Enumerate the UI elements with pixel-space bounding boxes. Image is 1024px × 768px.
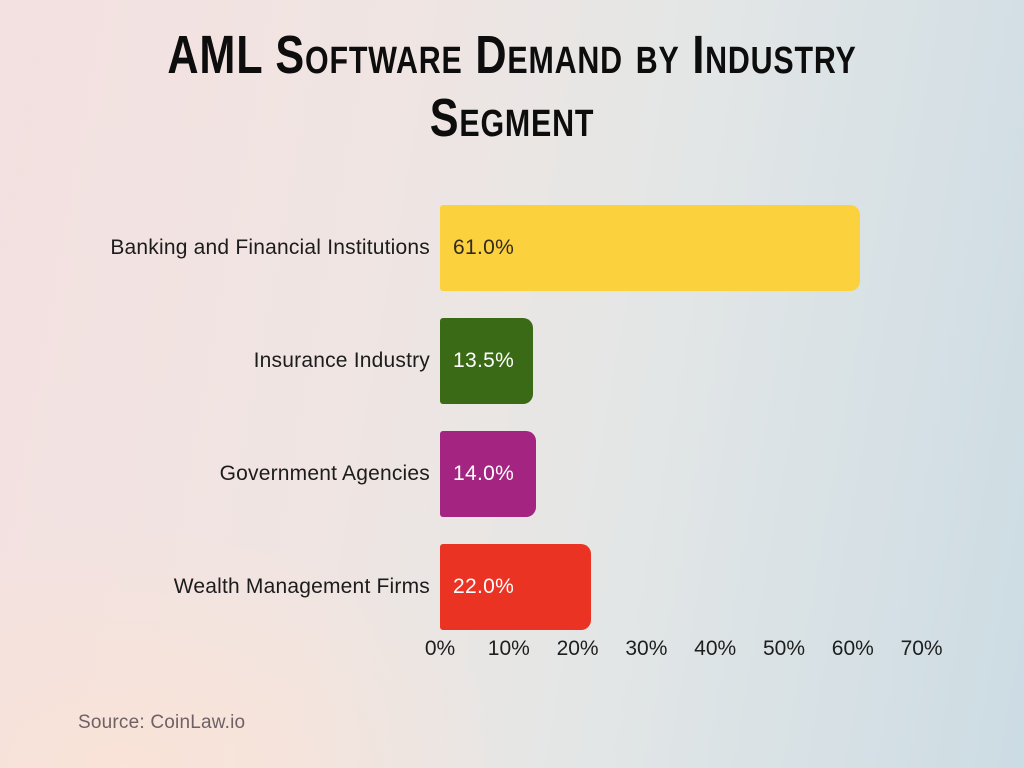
x-axis-tick-70: 70% xyxy=(900,637,943,660)
bar-wealth-management-firms: 22.0% xyxy=(440,544,592,630)
chart-row-insurance: Insurance Industry 13.5% xyxy=(0,318,1024,404)
x-axis-tick-60: 60% xyxy=(831,637,874,660)
x-axis-tick-20: 20% xyxy=(556,637,599,660)
plot-area: Banking and Financial Institutions 61.0%… xyxy=(0,205,1024,657)
bar-value-label-government: 14.0% xyxy=(453,462,515,485)
category-label-wealth: Wealth Management Firms xyxy=(173,575,430,598)
x-axis-tick-30: 30% xyxy=(625,637,668,660)
bar-banking-and-financial-institutions: 61.0% xyxy=(440,205,860,291)
chart-row-government: Government Agencies 14.0% xyxy=(0,431,1024,517)
x-axis-tick-40: 40% xyxy=(694,637,737,660)
bar-government-agencies: 14.0% xyxy=(440,431,537,517)
source-caption: Source: CoinLaw.io xyxy=(78,712,246,733)
chart-title: AML Software Demand by Industry Segment xyxy=(167,25,857,148)
chart-row-wealth: Wealth Management Firms 22.0% xyxy=(0,544,1024,630)
category-label-insurance: Insurance Industry xyxy=(253,349,430,372)
bar-value-label-banking: 61.0% xyxy=(453,236,515,259)
category-label-banking: Banking and Financial Institutions xyxy=(110,236,430,259)
x-axis: 0% 10% 20% 30% 40% 50% 60% 70% xyxy=(425,637,960,667)
category-label-government: Government Agencies xyxy=(219,462,430,485)
x-axis-tick-0: 0% xyxy=(424,637,456,660)
bar-value-label-wealth: 22.0% xyxy=(453,575,515,598)
bar-value-label-insurance: 13.5% xyxy=(453,349,515,372)
x-axis-tick-10: 10% xyxy=(487,637,530,660)
x-axis-tick-50: 50% xyxy=(762,637,806,660)
bar-insurance-industry: 13.5% xyxy=(440,318,533,404)
chart-row-banking: Banking and Financial Institutions 61.0% xyxy=(0,205,1024,291)
